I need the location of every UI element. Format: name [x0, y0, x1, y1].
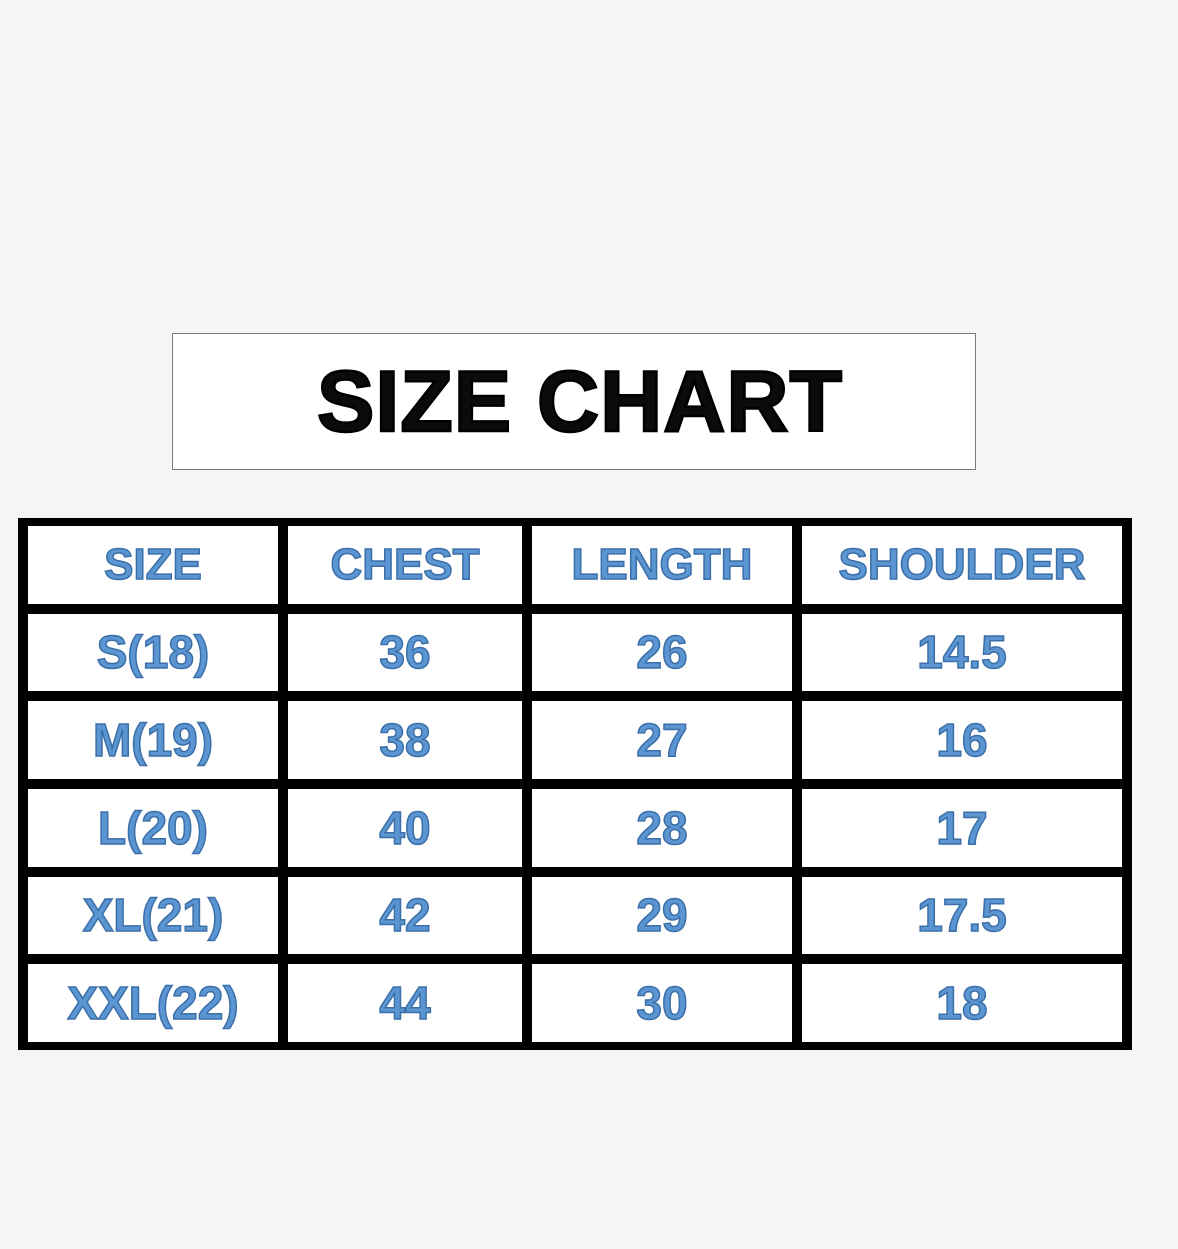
table-cell-shoulder: 17.5: [802, 876, 1122, 955]
size-table: SIZE CHEST LENGTH SHOULDER S(18) 36 26 1…: [18, 518, 1132, 1050]
table-cell-length: 27: [532, 701, 792, 779]
table-cell-chest: 36: [288, 613, 522, 692]
column-header-shoulder: SHOULDER: [802, 526, 1122, 604]
table-cell-size: M(19): [28, 701, 278, 779]
table-cell-length: 30: [532, 964, 792, 1042]
table-cell-length: 29: [532, 876, 792, 955]
size-chart-title-box: SIZE CHART: [172, 333, 976, 470]
table-cell-size: S(18): [28, 613, 278, 692]
table-cell-length: 26: [532, 613, 792, 692]
table-cell-shoulder: 14.5: [802, 613, 1122, 692]
table-cell-shoulder: 16: [802, 701, 1122, 779]
page-title: SIZE CHART: [316, 353, 844, 450]
table-cell-chest: 44: [288, 964, 522, 1042]
table-cell-shoulder: 18: [802, 964, 1122, 1042]
table-cell-chest: 38: [288, 701, 522, 779]
column-header-length: LENGTH: [532, 526, 792, 604]
column-header-chest: CHEST: [288, 526, 522, 604]
table-cell-chest: 42: [288, 876, 522, 955]
table-cell-shoulder: 17: [802, 788, 1122, 867]
table-cell-length: 28: [532, 788, 792, 867]
table-cell-size: L(20): [28, 788, 278, 867]
table-cell-size: XL(21): [28, 876, 278, 955]
table-cell-size: XXL(22): [28, 964, 278, 1042]
table-cell-chest: 40: [288, 788, 522, 867]
column-header-size: SIZE: [28, 526, 278, 604]
